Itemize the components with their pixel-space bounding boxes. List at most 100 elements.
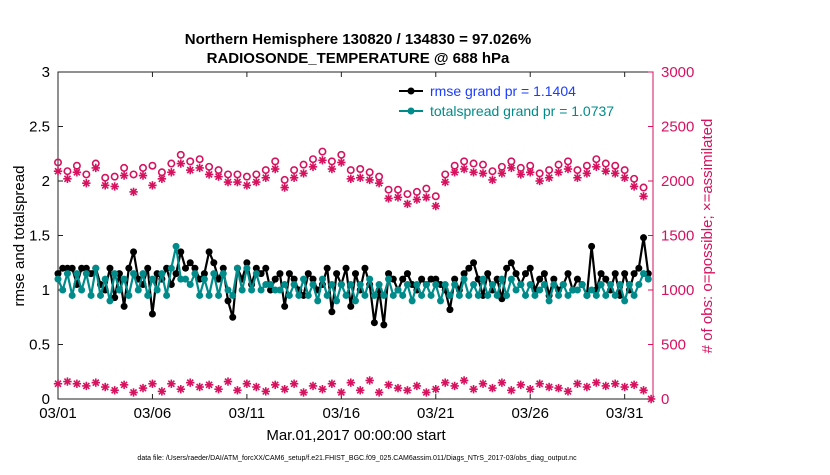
x-axis-label: Mar.01,2017 00:00:00 start: [266, 427, 446, 444]
y-right-tick-label: 0: [661, 391, 669, 408]
spread-point: [182, 275, 189, 283]
rmse-point: [540, 270, 548, 278]
y-right-tick-label: 500: [661, 337, 686, 354]
possible-obs-marker: [252, 170, 261, 179]
rmse-point: [82, 264, 90, 272]
low-obs-marker: [646, 394, 656, 404]
assimilated-obs-marker: [639, 192, 648, 201]
assimilated-obs-marker: [384, 194, 393, 203]
rmse-point: [328, 308, 336, 316]
spread-point: [408, 297, 416, 305]
low-obs-marker: [204, 380, 214, 390]
spread-point: [130, 270, 138, 278]
assimilated-obs-marker: [82, 178, 91, 188]
rmse-point: [125, 264, 133, 272]
possible-obs-marker: [365, 168, 374, 177]
low-obs-marker: [186, 378, 195, 387]
low-obs-marker: [167, 379, 176, 388]
spread-point: [470, 281, 478, 289]
spread-point: [630, 291, 638, 299]
assimilated-obs-marker: [478, 169, 488, 178]
low-obs-marker: [101, 382, 110, 392]
possible-obs-marker: [186, 157, 195, 166]
rmse-point: [465, 264, 473, 272]
low-obs-marker: [611, 379, 620, 388]
low-obs-marker: [72, 379, 82, 388]
low-obs-marker: [223, 377, 233, 386]
spread-point: [375, 281, 383, 289]
assimilated-obs-marker: [148, 181, 157, 190]
low-obs-marker: [356, 386, 365, 395]
assimilated-obs-marker: [459, 164, 469, 174]
low-obs-marker: [271, 380, 280, 390]
legend-spread-marker: [407, 107, 415, 115]
low-obs-marker: [412, 381, 422, 391]
spread-point: [399, 291, 407, 299]
spread-point: [120, 275, 128, 283]
assimilated-obs-marker: [233, 177, 242, 187]
possible-obs-marker: [308, 155, 317, 164]
low-obs-marker: [441, 378, 450, 387]
rmse-point: [323, 264, 331, 272]
low-obs-marker: [582, 382, 592, 392]
possible-obs-marker: [327, 157, 336, 166]
rmse-point: [418, 275, 426, 283]
spread-point: [588, 286, 596, 294]
rmse-point: [432, 275, 440, 283]
spread-point: [276, 286, 284, 294]
chart-subtitle: RADIOSONDE_TEMPERATURE @ 688 hPa: [207, 50, 510, 67]
y-right-axis: 0 500 1000 1500 2000 2500 3000: [648, 64, 694, 408]
spread-point: [526, 281, 534, 289]
y-right-tick-label: 1000: [661, 282, 694, 299]
spread-point: [366, 275, 374, 283]
possible-obs-marker: [261, 166, 270, 175]
spread-point: [290, 281, 298, 289]
assimilated-obs-marker: [72, 168, 82, 177]
possible-obs-marker: [129, 170, 138, 179]
assimilated-obs-marker: [563, 164, 573, 174]
rmse-point: [621, 270, 629, 278]
spread-point: [295, 291, 303, 299]
possible-obs-marker: [167, 159, 176, 168]
spread-point: [148, 275, 156, 283]
low-obs-marker: [337, 388, 346, 397]
spread-point: [621, 297, 629, 305]
y-left-label: rmse and totalspread: [11, 166, 28, 307]
rmse-point: [361, 264, 369, 272]
plot-area: [57, 71, 654, 400]
rmse-point: [182, 264, 189, 272]
y-left-tick-label: 2: [42, 173, 50, 190]
rmse-point: [347, 302, 355, 310]
x-tick-label: 03/11: [229, 405, 265, 422]
assimilated-obs-marker: [110, 182, 119, 191]
rmse-point: [224, 297, 232, 305]
assimilated-obs-marker: [214, 172, 223, 181]
legend-rmse-label: rmse grand pr = 1.1404: [430, 83, 576, 99]
low-obs-marker: [119, 380, 129, 390]
spread-point: [441, 281, 449, 289]
low-obs-marker: [431, 384, 440, 394]
assimilated-obs-marker: [403, 199, 412, 209]
footer-data-file: data file: /Users/raeder/DAI/ATM_forcXX/…: [137, 455, 577, 462]
assimilated-obs-marker: [535, 176, 544, 186]
assimilated-obs-marker: [176, 159, 185, 168]
possible-obs-marker: [224, 170, 233, 179]
legend-box: [394, 79, 649, 124]
spread-point: [531, 291, 539, 299]
assimilated-obs-marker: [63, 174, 72, 184]
spread-point: [134, 286, 142, 294]
rmse-point: [281, 302, 289, 310]
low-obs-marker: [318, 384, 327, 394]
y-right-tick-label: 2000: [661, 173, 694, 190]
assimilated-obs-marker: [507, 163, 516, 173]
spread-point: [389, 291, 397, 299]
spread-point: [342, 291, 350, 299]
spread-point: [484, 291, 492, 299]
possible-obs-marker: [101, 173, 110, 182]
assimilated-obs-marker: [299, 169, 308, 178]
low-obs-marker: [299, 388, 308, 397]
spread-point: [229, 291, 237, 299]
low-obs-marker: [365, 376, 374, 385]
rmse-point: [460, 270, 468, 278]
